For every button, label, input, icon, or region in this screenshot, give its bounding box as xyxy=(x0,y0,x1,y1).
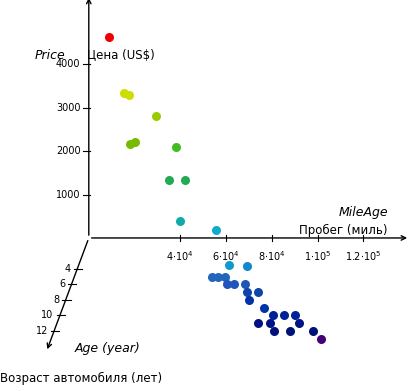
Text: 3000: 3000 xyxy=(56,103,81,113)
Text: 1000: 1000 xyxy=(56,190,81,199)
Text: MileAge: MileAge xyxy=(338,206,388,219)
Text: Price: Price xyxy=(35,49,66,63)
Text: Цена (US$): Цена (US$) xyxy=(87,49,154,63)
Text: Пробег (миль): Пробег (миль) xyxy=(299,224,388,237)
Text: $6{\cdot}10^4$: $6{\cdot}10^4$ xyxy=(212,249,240,263)
Text: Age (year): Age (year) xyxy=(75,342,141,355)
Text: $4{\cdot}10^4$: $4{\cdot}10^4$ xyxy=(166,249,194,263)
Text: $1.2{\cdot}10^5$: $1.2{\cdot}10^5$ xyxy=(345,249,382,263)
Text: $1{\cdot}10^5$: $1{\cdot}10^5$ xyxy=(304,249,331,263)
Text: $8{\cdot}10^4$: $8{\cdot}10^4$ xyxy=(258,249,286,263)
Text: 4000: 4000 xyxy=(56,59,81,69)
Text: 6: 6 xyxy=(59,280,65,289)
Text: 8: 8 xyxy=(53,295,59,305)
Text: 2000: 2000 xyxy=(56,146,81,156)
Text: 10: 10 xyxy=(41,310,54,321)
Text: 4: 4 xyxy=(65,264,71,274)
Text: Возраст автомобиля (лет): Возраст автомобиля (лет) xyxy=(0,372,162,385)
Text: 12: 12 xyxy=(36,326,48,336)
